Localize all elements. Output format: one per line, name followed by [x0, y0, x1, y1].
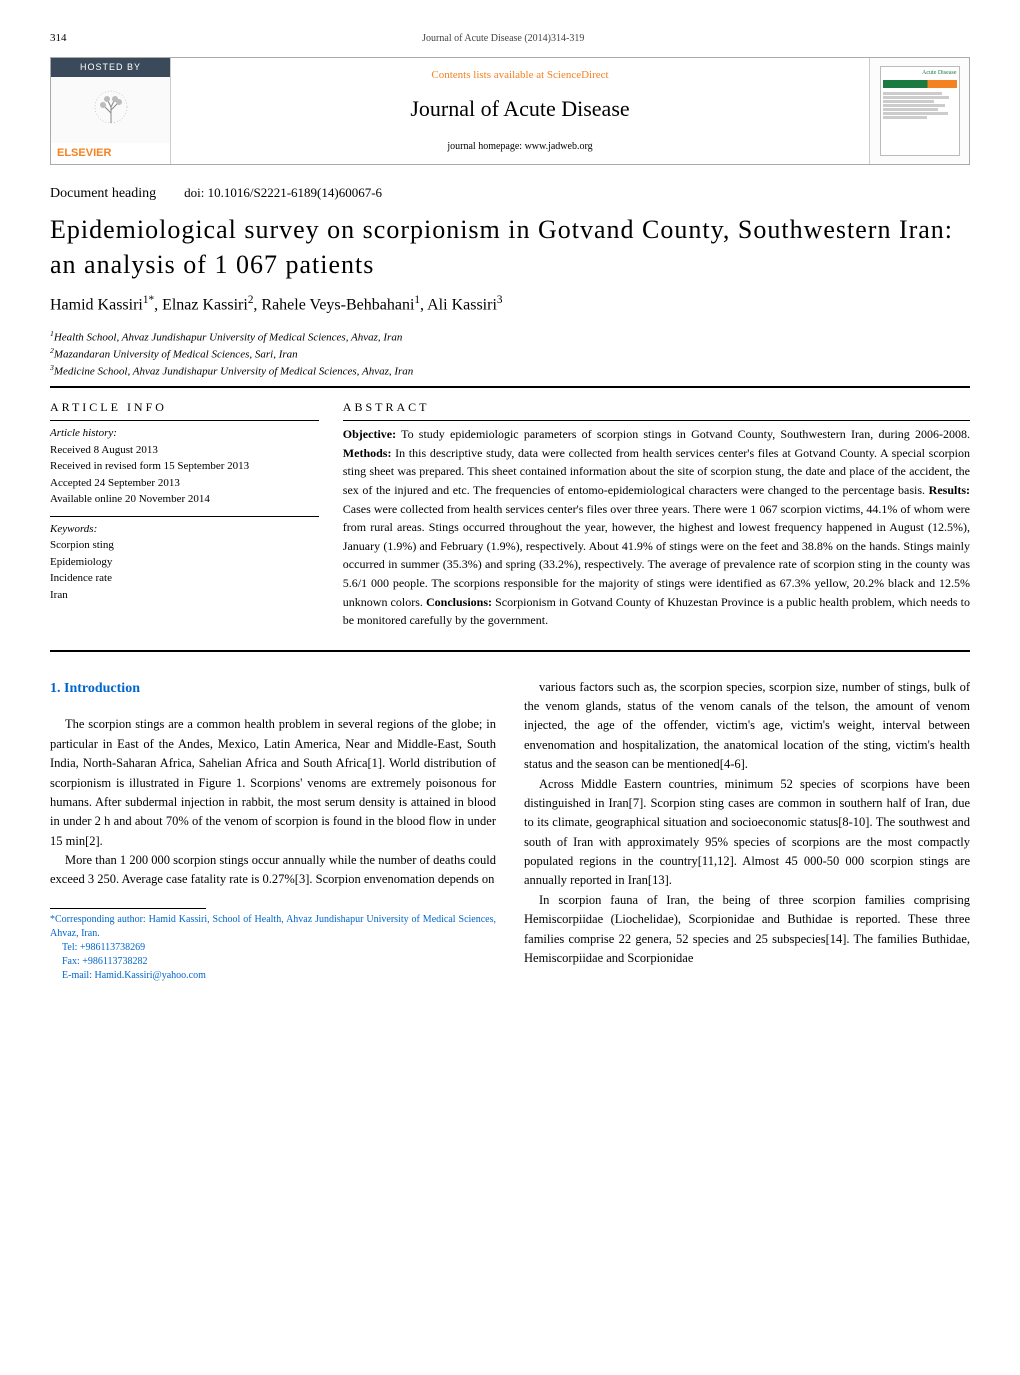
affiliation-2: Mazandaran University of Medical Science… — [54, 349, 298, 361]
affiliation-3: Medicine School, Ahvaz Jundishapur Unive… — [54, 366, 413, 378]
paragraph-3: various factors such as, the scorpion sp… — [524, 678, 970, 775]
journal-cover-column: Acute Disease — [869, 58, 969, 164]
hosted-by-badge: HOSTED BY — [51, 58, 170, 78]
document-heading-row: Document heading doi: 10.1016/S2221-6189… — [50, 183, 970, 204]
abstract-text: Objective: To study epidemiologic parame… — [343, 425, 970, 630]
divider — [50, 420, 319, 421]
corresponding-footnote: *Corresponding author: Hamid Kassiri, Sc… — [50, 913, 496, 983]
keyword-1: Scorpion sting — [50, 537, 319, 554]
history-accepted: Accepted 24 September 2013 — [50, 475, 319, 492]
doi: doi: 10.1016/S2221-6189(14)60067-6 — [184, 183, 382, 203]
divider — [50, 516, 319, 517]
paragraph-4: Across Middle Eastern countries, minimum… — [524, 775, 970, 891]
abstract-column: ABSTRACT Objective: To study epidemiolog… — [343, 398, 970, 630]
author-1-sup: 1* — [143, 294, 154, 306]
paragraph-2: More than 1 200 000 scorpion stings occu… — [50, 851, 496, 890]
keyword-4: Iran — [50, 587, 319, 604]
history-revised: Received in revised form 15 September 20… — [50, 458, 319, 475]
keyword-2: Epidemiology — [50, 554, 319, 571]
article-info-label: ARTICLE INFO — [50, 398, 319, 416]
footnote-corr: *Corresponding author: Hamid Kassiri, Sc… — [50, 913, 496, 941]
author-4-sup: 3 — [497, 294, 503, 306]
author-4: , Ali Kassiri — [420, 296, 497, 313]
page-header: 314 Journal of Acute Disease (2014)314-3… — [50, 30, 970, 47]
elsevier-logo: ELSEVIER — [51, 143, 170, 164]
author-1: Hamid Kassiri — [50, 296, 143, 313]
history-received: Received 8 August 2013 — [50, 442, 319, 459]
introduction-heading: 1. Introduction — [50, 678, 496, 700]
abstract-label: ABSTRACT — [343, 398, 970, 416]
column-right: various factors such as, the scorpion sp… — [524, 678, 970, 983]
keyword-3: Incidence rate — [50, 570, 319, 587]
history-label: Article history: — [50, 425, 319, 442]
abstract-results-label: Results: — [929, 483, 970, 497]
abstract-objective-label: Objective: — [343, 427, 396, 441]
document-heading: Document heading — [50, 183, 156, 204]
abstract-conclusions-label: Conclusions: — [426, 595, 492, 609]
abstract-methods-label: Methods: — [343, 446, 392, 460]
footnote-fax: Fax: +986113738282 — [50, 955, 496, 969]
main-body-columns: 1. Introduction The scorpion stings are … — [50, 678, 970, 983]
footnote-tel: Tel: +986113738269 — [50, 941, 496, 955]
journal-name: Journal of Acute Disease — [410, 92, 629, 125]
page-number: 314 — [50, 30, 67, 47]
affiliation-1: Health School, Ahvaz Jundishapur Univers… — [54, 332, 402, 344]
abstract-objective: To study epidemiologic parameters of sco… — [396, 427, 970, 441]
authors: Hamid Kassiri1*, Elnaz Kassiri2, Rahele … — [50, 292, 970, 317]
history-online: Available online 20 November 2014 — [50, 491, 319, 508]
paragraph-5: In scorpion fauna of Iran, the being of … — [524, 891, 970, 969]
divider — [50, 386, 970, 388]
hosted-by-column: HOSTED BY ELSEVIER — [51, 58, 171, 164]
elsevier-tree-icon — [51, 77, 170, 143]
column-left: 1. Introduction The scorpion stings are … — [50, 678, 496, 983]
journal-cover-thumbnail: Acute Disease — [880, 66, 960, 156]
affiliations: 1Health School, Ahvaz Jundishapur Univer… — [50, 329, 970, 380]
footnote-divider — [50, 908, 206, 909]
author-2: , Elnaz Kassiri — [154, 296, 248, 313]
article-title: Epidemiological survey on scorpionism in… — [50, 212, 970, 282]
article-info-column: ARTICLE INFO Article history: Received 8… — [50, 398, 319, 630]
keywords-label: Keywords: — [50, 521, 319, 538]
divider — [50, 650, 970, 652]
article-info-abstract-row: ARTICLE INFO Article history: Received 8… — [50, 398, 970, 630]
paragraph-1: The scorpion stings are a common health … — [50, 715, 496, 851]
journal-homepage[interactable]: journal homepage: www.jadweb.org — [447, 139, 592, 154]
journal-header-box: HOSTED BY ELSEVIER Contents lists availa… — [50, 57, 970, 165]
abstract-results: Cases were collected from health service… — [343, 502, 970, 609]
abstract-methods: In this descriptive study, data were col… — [343, 446, 970, 497]
footnote-email: E-mail: Hamid.Kassiri@yahoo.com — [50, 969, 496, 983]
sciencedirect-link[interactable]: Contents lists available at ScienceDirec… — [431, 67, 608, 84]
author-3: , Rahele Veys-Behbahani — [253, 296, 414, 313]
divider — [343, 420, 970, 421]
journal-reference: Journal of Acute Disease (2014)314-319 — [422, 31, 584, 46]
header-center: Contents lists available at ScienceDirec… — [171, 58, 869, 164]
